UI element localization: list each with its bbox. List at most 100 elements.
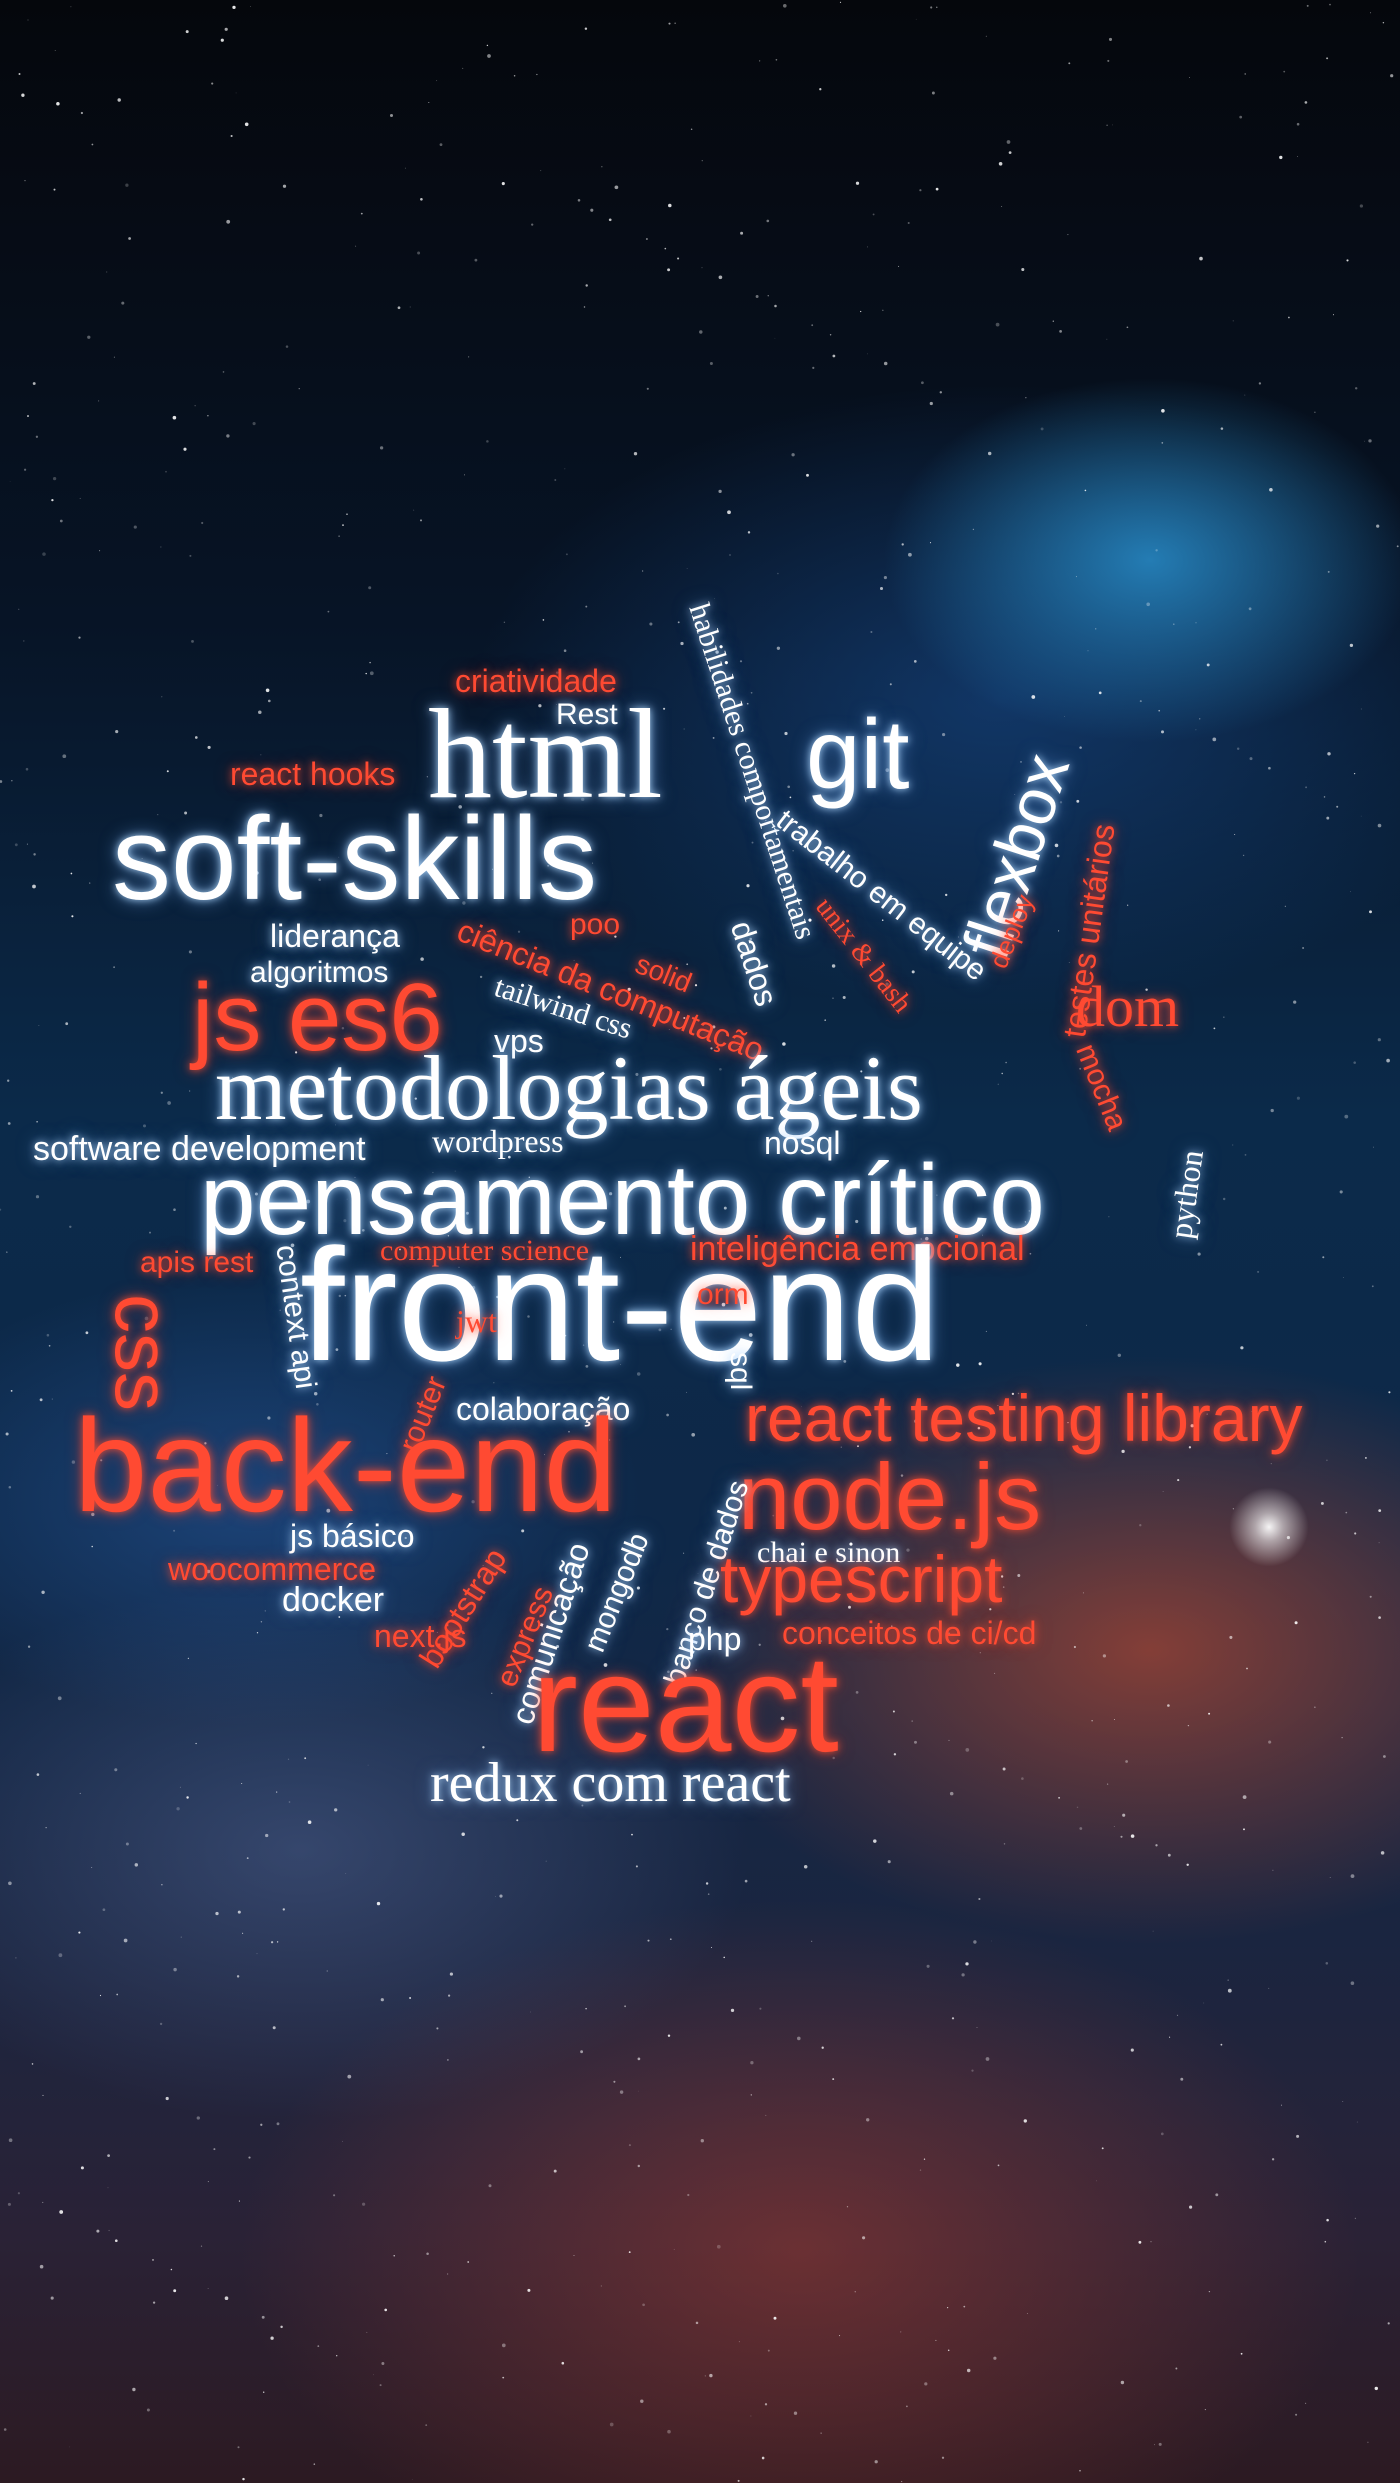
star xyxy=(408,873,410,875)
star xyxy=(573,959,575,962)
star xyxy=(495,1896,496,1897)
star xyxy=(1350,891,1351,893)
word-docker: docker xyxy=(282,1581,385,1619)
star xyxy=(389,113,394,118)
star xyxy=(70,872,73,875)
word-html: html xyxy=(428,683,663,825)
star xyxy=(631,1833,633,1836)
star xyxy=(1329,1877,1331,1878)
star xyxy=(976,2027,978,2028)
star xyxy=(1220,2043,1223,2046)
star xyxy=(1390,74,1394,78)
star xyxy=(1306,4,1309,7)
star xyxy=(461,1832,465,1836)
star xyxy=(750,2061,754,2065)
star xyxy=(985,1330,987,1332)
star xyxy=(1304,101,1308,104)
star xyxy=(712,1025,716,1029)
star xyxy=(598,1738,602,1742)
star xyxy=(1213,1027,1216,1030)
star xyxy=(290,1243,295,1248)
star xyxy=(883,576,887,580)
star xyxy=(347,2074,352,2079)
star xyxy=(454,1277,456,1279)
star xyxy=(242,1932,244,1934)
star xyxy=(1031,695,1036,699)
word-metodologias-ageis: metodologias ágeis xyxy=(215,1037,923,1139)
star xyxy=(471,1285,476,1290)
star xyxy=(666,1627,669,1631)
star xyxy=(226,219,231,224)
star xyxy=(1076,799,1080,803)
star xyxy=(718,275,723,280)
star xyxy=(900,2331,902,2333)
star xyxy=(1096,2180,1097,2182)
star xyxy=(803,1865,808,1869)
star xyxy=(568,1430,570,1433)
star xyxy=(521,1529,525,1533)
star xyxy=(1251,1410,1253,1412)
star xyxy=(1222,1197,1226,1201)
star xyxy=(776,646,781,650)
star xyxy=(78,1931,81,1934)
star xyxy=(354,1176,356,1178)
star xyxy=(7,1122,11,1125)
star xyxy=(926,1964,930,1968)
star xyxy=(32,382,36,385)
star xyxy=(508,1305,512,1309)
star xyxy=(420,1278,424,1282)
star xyxy=(246,1857,249,1859)
word-rest: Rest xyxy=(556,698,618,731)
star xyxy=(236,1975,240,1978)
star xyxy=(979,1652,981,1654)
star xyxy=(365,672,367,675)
star xyxy=(670,1328,672,1330)
star xyxy=(739,660,743,663)
star xyxy=(764,2403,768,2406)
star xyxy=(609,1192,613,1196)
star xyxy=(404,1536,407,1540)
star xyxy=(1378,1616,1381,1619)
star xyxy=(1139,1524,1142,1527)
star xyxy=(39,2264,44,2269)
star xyxy=(1108,37,1113,41)
star xyxy=(152,2301,156,2304)
star xyxy=(386,1453,388,1455)
star xyxy=(829,334,832,336)
star xyxy=(929,542,932,544)
star xyxy=(1270,1463,1272,1465)
star xyxy=(295,1051,298,1054)
star xyxy=(1360,815,1362,817)
star xyxy=(620,1256,621,1258)
star xyxy=(892,1710,895,1713)
star xyxy=(712,736,715,739)
word-back-end: back-end xyxy=(74,1392,618,1539)
star xyxy=(881,919,884,921)
star xyxy=(737,2479,740,2482)
star xyxy=(978,1897,981,1901)
star xyxy=(1258,382,1262,385)
star xyxy=(1388,1391,1391,1394)
star xyxy=(425,2424,428,2426)
star xyxy=(738,2341,740,2343)
star xyxy=(919,2169,922,2171)
star xyxy=(667,2429,671,2434)
star xyxy=(1380,1851,1385,1855)
star xyxy=(1242,854,1245,857)
star xyxy=(1098,691,1102,695)
star xyxy=(819,1640,823,1643)
star xyxy=(1360,708,1362,710)
star xyxy=(583,1279,586,1282)
star xyxy=(188,950,192,954)
star xyxy=(189,1090,191,1092)
star xyxy=(929,401,933,406)
star xyxy=(939,391,942,394)
star xyxy=(173,1529,176,1532)
star xyxy=(677,621,680,624)
star xyxy=(866,246,868,248)
star xyxy=(267,699,271,703)
star xyxy=(414,1097,417,1100)
star xyxy=(1220,427,1224,430)
star xyxy=(1161,409,1165,413)
star xyxy=(1095,628,1097,630)
